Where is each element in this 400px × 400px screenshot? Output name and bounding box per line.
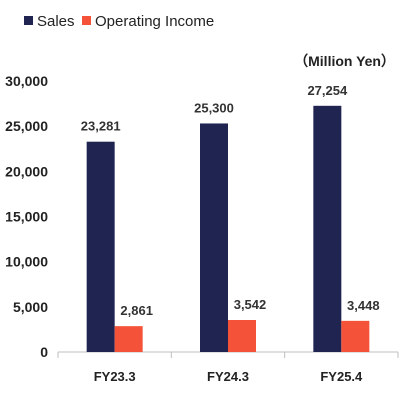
- y-tick-label: 10,000: [5, 254, 48, 270]
- bars: [86, 105, 370, 352]
- data-label-operating-income: 3,448: [347, 298, 380, 313]
- y-tick-label: 20,000: [5, 163, 48, 179]
- bar-sales: [200, 123, 228, 352]
- bar-sales: [313, 105, 342, 352]
- x-category-label: FY24.3: [207, 369, 249, 384]
- x-category-label: FY25.4: [320, 369, 363, 384]
- data-label-sales: 27,254: [307, 83, 348, 98]
- bar-operating-income: [114, 326, 143, 352]
- bar-operating-income: [228, 320, 256, 352]
- data-label-operating-income: 2,861: [120, 303, 153, 318]
- unit-label: （Million Yen）: [294, 53, 395, 69]
- y-tick-label: 15,000: [5, 209, 48, 225]
- x-category-label: FY23.3: [94, 369, 136, 384]
- data-label-sales: 23,281: [81, 119, 121, 134]
- legend: Sales Operating Income: [24, 13, 214, 30]
- x-axis: FY23.3 FY24.3 FY25.4: [57, 351, 399, 384]
- legend-swatch-operating-income: [82, 16, 91, 25]
- data-label-operating-income: 3,542: [234, 297, 267, 312]
- bar-operating-income: [341, 320, 370, 352]
- bar-sales: [86, 141, 115, 352]
- y-axis: 0 5,000 10,000 15,000 20,000 25,000 30,000: [5, 73, 48, 360]
- data-label-sales: 25,300: [194, 100, 234, 115]
- legend-label-sales: Sales: [37, 13, 75, 30]
- legend-swatch-sales: [24, 16, 33, 25]
- y-tick-label: 5,000: [13, 299, 48, 315]
- data-labels: 23,281 25,300 27,254 2,861 3,542 3,448: [81, 83, 380, 318]
- y-tick-label: 30,000: [5, 73, 48, 89]
- y-tick-label: 0: [40, 344, 48, 360]
- legend-label-operating-income: Operating Income: [95, 13, 214, 30]
- y-tick-label: 25,000: [5, 118, 48, 134]
